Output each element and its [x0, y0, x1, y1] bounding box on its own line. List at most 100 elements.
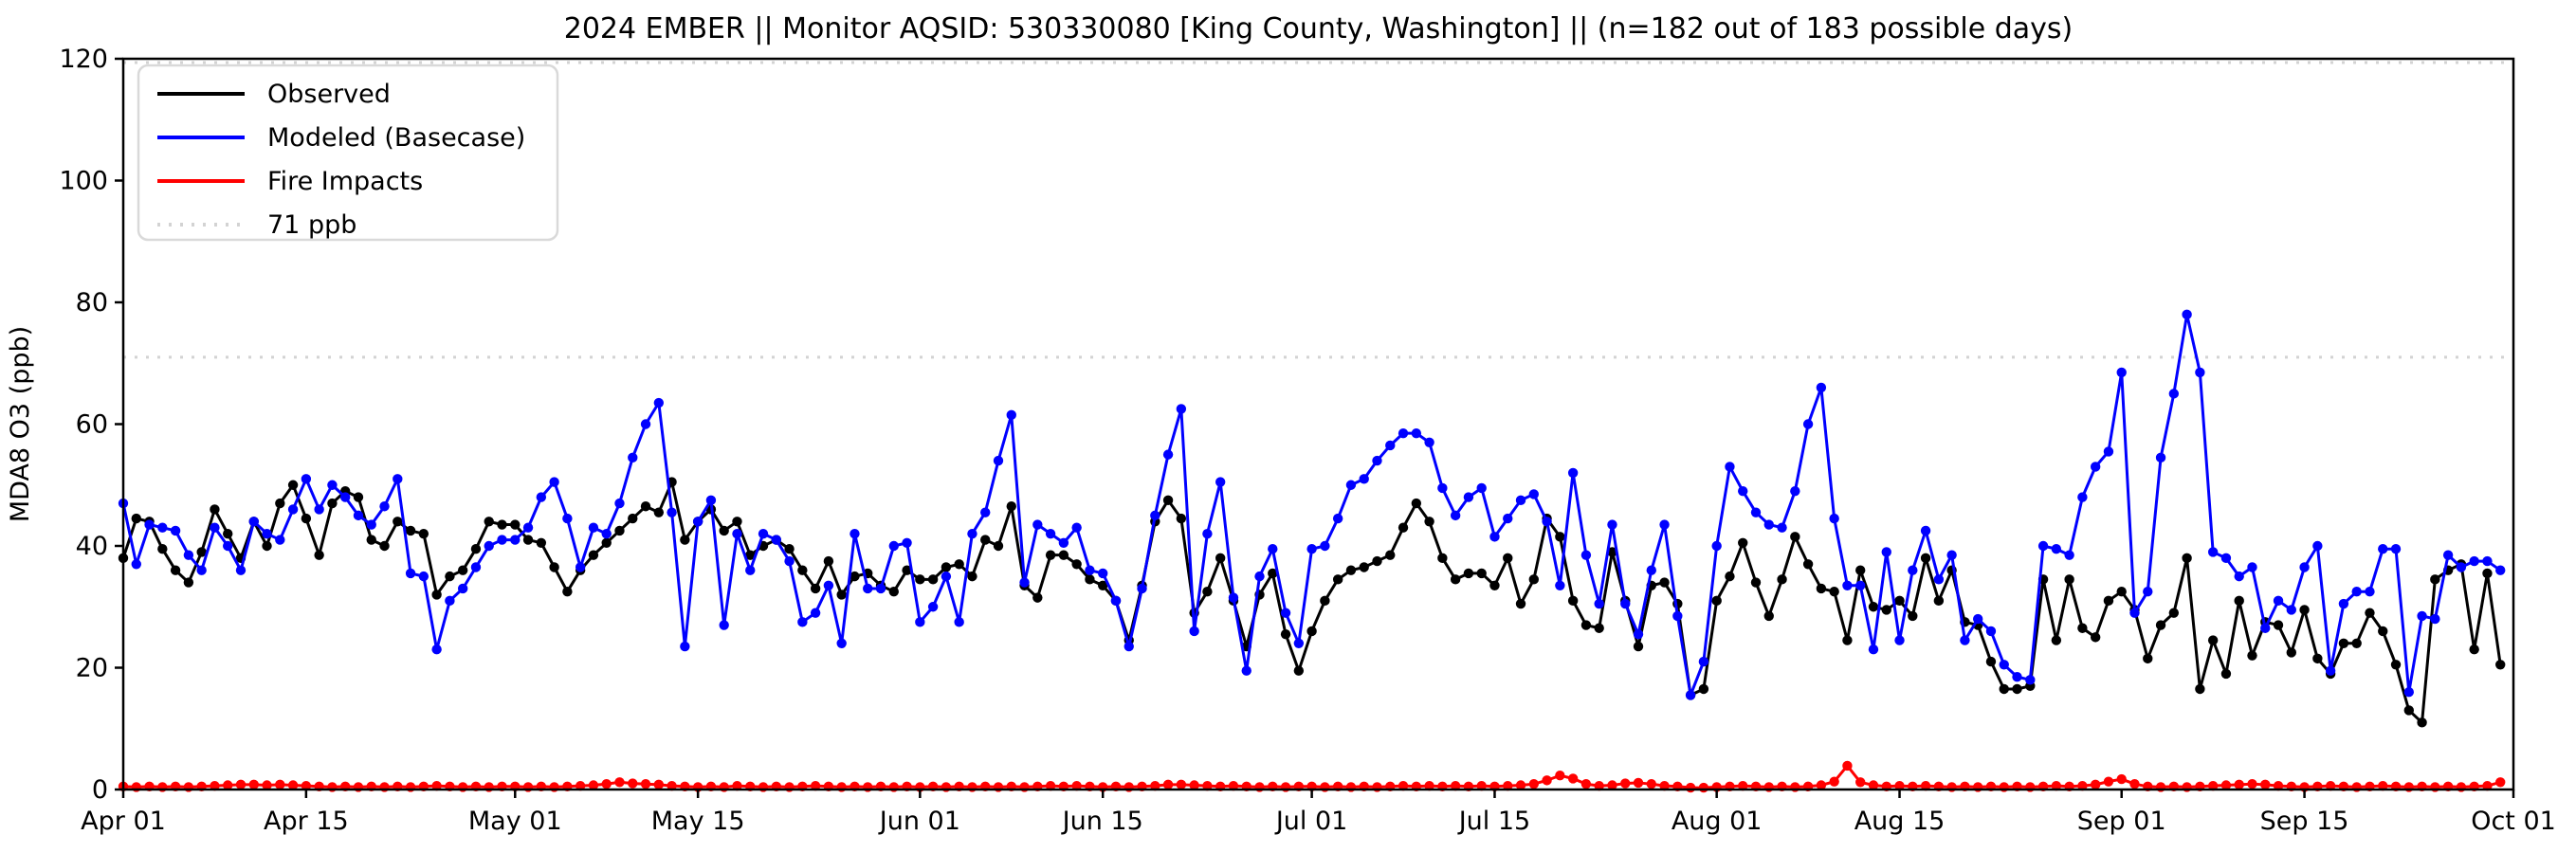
data-point [1725, 462, 1735, 472]
data-point [327, 480, 338, 490]
legend-label-4: 71 ppb [267, 210, 356, 240]
data-point [1515, 780, 1526, 790]
data-point [144, 519, 155, 530]
data-point [1960, 635, 1970, 645]
data-point [353, 510, 364, 521]
data-point [2247, 650, 2257, 661]
data-point [2207, 780, 2219, 791]
data-point [1359, 562, 1369, 572]
data-point [1646, 779, 1656, 789]
series-modeled-basecase- [118, 309, 2506, 700]
data-point [1594, 598, 1604, 609]
data-point [1985, 656, 1997, 667]
data-point [1894, 780, 1905, 791]
data-point [1463, 568, 1474, 579]
y-tick-label: 80 [76, 288, 108, 318]
data-point [1019, 577, 1030, 588]
x-tick-label: Sep 01 [2077, 807, 2166, 836]
data-point [1280, 608, 1291, 618]
data-point [2182, 553, 2192, 564]
data-point [1150, 510, 1160, 521]
data-point [2077, 780, 2088, 791]
data-point [131, 513, 141, 524]
legend-label-1: Observed [267, 80, 391, 109]
data-point [1580, 620, 1592, 630]
data-point [1503, 513, 1513, 524]
data-point [2469, 555, 2479, 567]
data-point [1528, 779, 1540, 789]
data-point [2273, 780, 2284, 791]
data-point [1385, 440, 1396, 451]
data-point [1268, 568, 1278, 579]
data-point [470, 544, 482, 554]
data-point [1450, 574, 1461, 585]
data-point [993, 540, 1004, 552]
data-point [2064, 574, 2074, 585]
data-point [210, 504, 220, 515]
data-point [1594, 623, 1604, 633]
data-point [2403, 687, 2414, 698]
data-point [1816, 382, 1827, 393]
data-point [562, 513, 573, 524]
data-point [2234, 571, 2244, 582]
data-point [248, 779, 259, 790]
data-point [2012, 683, 2022, 695]
data-point [2234, 779, 2244, 790]
data-point [301, 780, 312, 791]
data-point [1908, 610, 1918, 622]
data-point [1437, 482, 1448, 494]
data-point [1215, 477, 1226, 487]
data-point [614, 525, 625, 536]
data-point [2365, 586, 2375, 597]
data-point [1802, 559, 1814, 570]
data-point [1567, 467, 1579, 479]
data-point [1933, 595, 1945, 607]
data-point [157, 544, 168, 554]
data-point [1607, 780, 1617, 790]
data-point [275, 498, 285, 509]
data-point [1894, 635, 1905, 645]
data-point [431, 780, 442, 791]
data-point [628, 452, 638, 463]
data-point [1777, 574, 1787, 585]
data-point [1881, 605, 1891, 615]
data-point [2025, 675, 2036, 685]
data-point [1855, 580, 1866, 590]
data-point [1567, 595, 1579, 607]
data-point [2064, 550, 2074, 560]
data-point [1920, 553, 1931, 564]
data-point [2430, 613, 2440, 625]
data-point [2090, 462, 2101, 472]
data-point [2051, 635, 2062, 645]
data-point [1137, 583, 1147, 594]
data-point [2037, 540, 2049, 552]
y-tick-label: 20 [76, 654, 108, 683]
data-point [1032, 592, 1043, 603]
data-point [1868, 602, 1879, 612]
data-point [1750, 577, 1762, 588]
data-point [2456, 562, 2467, 572]
data-point [457, 583, 468, 594]
data-point [510, 519, 521, 530]
data-point [941, 571, 952, 582]
data-point [1162, 449, 1174, 460]
data-point [1750, 507, 1762, 517]
data-point [745, 565, 756, 575]
legend-label-3: Fire Impacts [267, 167, 423, 196]
data-point [1202, 528, 1213, 539]
data-point [522, 522, 534, 533]
data-point [562, 586, 573, 597]
data-point [2090, 779, 2101, 790]
data-point [2482, 780, 2493, 791]
data-point [1620, 598, 1631, 609]
data-point [1345, 565, 1357, 575]
data-point [1763, 610, 1774, 622]
data-point [653, 779, 665, 790]
data-point [2273, 620, 2284, 630]
data-point [353, 492, 364, 502]
data-point [1829, 586, 1839, 597]
data-point [2116, 773, 2127, 785]
data-point [1450, 510, 1461, 521]
